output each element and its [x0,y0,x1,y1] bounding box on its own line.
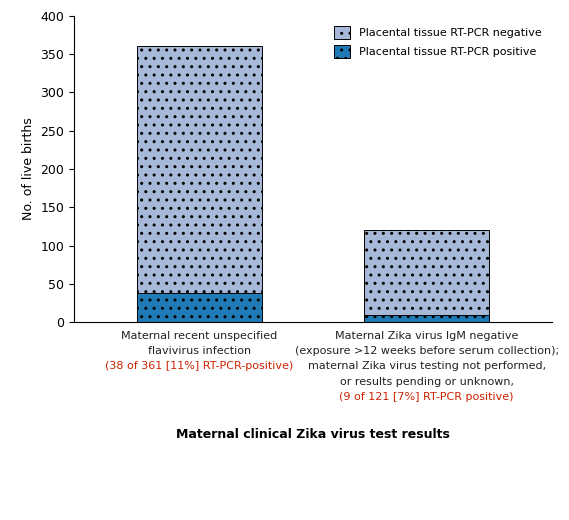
Text: Maternal Zika virus IgM negative: Maternal Zika virus IgM negative [335,331,518,341]
Bar [137,46,262,293]
Text: flavivirus infection: flavivirus infection [147,346,251,356]
Text: or results pending or unknown,: or results pending or unknown, [340,376,514,386]
Bar [364,230,489,316]
Legend: Placental tissue RT-PCR negative, Placental tissue RT-PCR positive: Placental tissue RT-PCR negative, Placen… [329,21,546,63]
Text: (9 of 121 [7%] RT-PCR positive): (9 of 121 [7%] RT-PCR positive) [340,392,514,402]
Text: Maternal recent unspecified: Maternal recent unspecified [121,331,277,341]
Text: Maternal clinical Zika virus test results: Maternal clinical Zika virus test result… [176,428,450,441]
Text: maternal Zika virus testing not performed,: maternal Zika virus testing not performe… [308,361,546,371]
Bar [137,293,262,322]
Text: (exposure >12 weeks before serum collection);: (exposure >12 weeks before serum collect… [295,346,559,356]
Bar [364,316,489,322]
Y-axis label: No. of live births: No. of live births [22,118,35,220]
Text: (38 of 361 [11%] RT-PCR-positive): (38 of 361 [11%] RT-PCR-positive) [105,361,293,371]
